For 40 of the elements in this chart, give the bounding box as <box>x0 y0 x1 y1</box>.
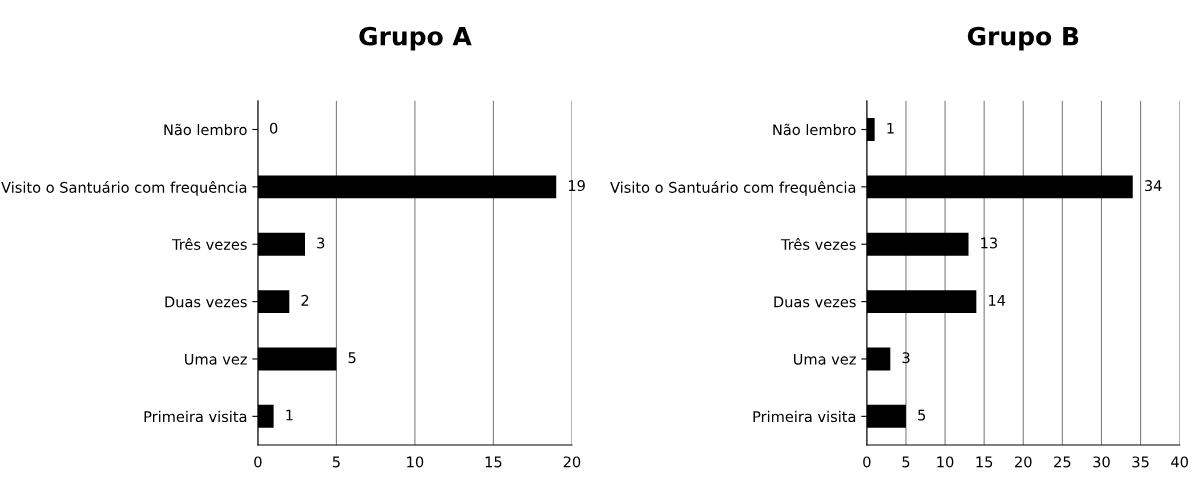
y-tick-label: Não lembro <box>773 123 856 136</box>
y-tick-label: Visito o Santuário com frequência <box>610 181 856 196</box>
x-tick-label: 25 <box>1054 456 1071 468</box>
x-tick-label: 15 <box>976 456 993 468</box>
x-tick-label: 20 <box>563 456 581 468</box>
data-label: 2 <box>301 294 309 306</box>
x-tick-label: 5 <box>332 456 340 468</box>
y-tick-label: Três vezes <box>780 238 856 250</box>
data-label: 14 <box>989 294 1006 306</box>
data-label: 1 <box>286 409 293 421</box>
data-label: 3 <box>317 237 325 249</box>
data-label: 34 <box>1144 180 1162 192</box>
x-tick-label: 40 <box>1171 456 1188 468</box>
x-tick-label: 20 <box>1015 456 1032 468</box>
x-tick-label: 30 <box>1093 456 1110 468</box>
x-tick-label: 35 <box>1132 456 1149 468</box>
data-label: 0 <box>269 122 278 134</box>
y-tick-label: Uma vez <box>793 353 856 365</box>
y-tick-label: Não lembro <box>164 123 247 136</box>
y-tick-label: Visito o Santuário com frequência <box>1 181 247 196</box>
y-tick-label: Três vezes <box>171 238 247 250</box>
y-tick-label: Uma vez <box>185 353 247 365</box>
x-tick-label: 5 <box>902 456 910 468</box>
data-label: 5 <box>348 352 356 364</box>
y-tick-label: Duas vezes <box>165 296 247 308</box>
data-label: 13 <box>981 237 998 249</box>
x-tick-label: 10 <box>937 456 954 468</box>
data-label: 19 <box>568 180 585 192</box>
chart-title: Grupo B <box>967 26 1079 51</box>
y-tick-label: Primeira visita <box>753 410 856 423</box>
data-label: 5 <box>918 409 926 421</box>
x-tick-label: 10 <box>407 456 424 468</box>
chart-title: Grupo A <box>359 26 472 51</box>
x-tick-label: 15 <box>485 456 502 468</box>
data-label: 3 <box>902 352 910 364</box>
data-label: 1 <box>887 122 894 134</box>
x-tick-label: 0 <box>863 456 871 468</box>
y-tick-label: Duas vezes <box>774 296 856 308</box>
x-tick-label: 0 <box>254 456 262 468</box>
y-tick-label: Primeira visita <box>144 410 247 423</box>
